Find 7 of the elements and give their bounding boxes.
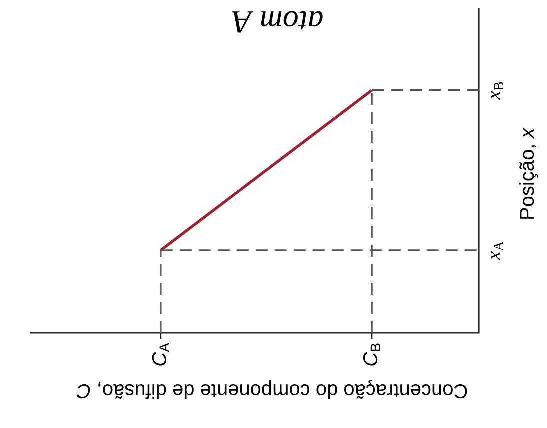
ref-line-label: x$_{A}$ — [491, 241, 504, 261]
x-tick-label: C$_{B}$ — [363, 344, 381, 366]
y-axis-title: Posição, x — [519, 128, 538, 219]
x-axis-title: Concentração do componente de difusão, C — [76, 380, 468, 400]
x-tick-label: C$_{A}$ — [152, 343, 170, 366]
text: atom A — [232, 11, 323, 33]
ref-line-label: x$_{B}$ — [491, 82, 504, 100]
